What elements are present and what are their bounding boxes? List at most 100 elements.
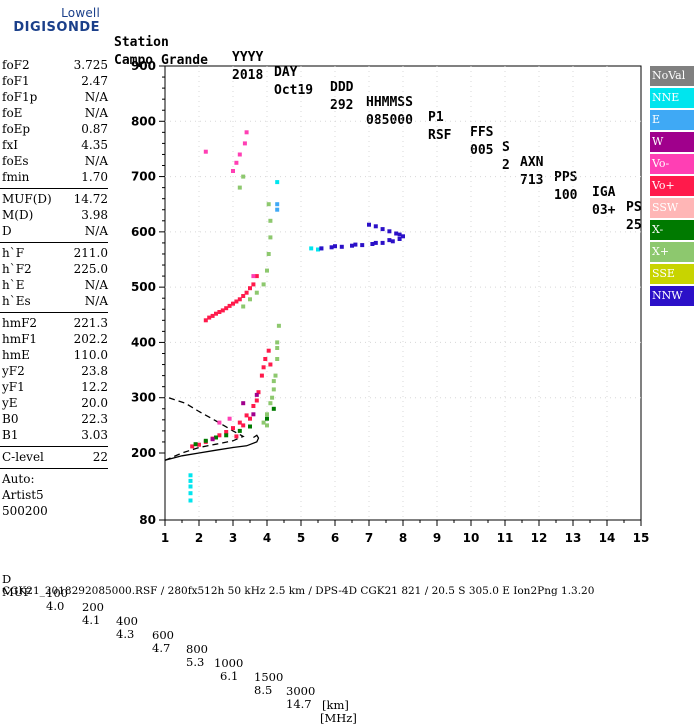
param-value: 2.47 (81, 74, 108, 88)
profile-line-solid (164, 434, 260, 461)
param-label: h`F2 (2, 262, 32, 276)
param-value: 3.98 (81, 208, 108, 222)
echo-point (248, 286, 252, 291)
param-value: 202.2 (73, 332, 108, 346)
muf-label: MUF (2, 585, 32, 599)
param-value: 3.725 (73, 58, 108, 72)
echo-point (234, 160, 239, 165)
x-tick-label: 11 (497, 531, 514, 545)
legend-item-vo: Vo- (650, 154, 694, 174)
param-label: h`Es (2, 294, 31, 308)
header-value: 292 (330, 98, 354, 113)
header-label: DDD (330, 80, 354, 95)
param-row: yE 20.0 (0, 396, 112, 412)
distance-value: 400 (116, 614, 138, 628)
header-label: FFS (470, 125, 494, 140)
echo-point (231, 301, 235, 306)
param-row: h`Es N/A (0, 294, 112, 310)
param-row: B0 22.3 (0, 412, 112, 428)
x-tick-label: 8 (399, 531, 407, 545)
header-values: Campo Grande 2018 Oct19 292 085000 RSF 0… (114, 38, 642, 233)
param-row: foF1p N/A (0, 90, 112, 106)
echo-point (248, 424, 252, 429)
param-row: foEs N/A (0, 154, 112, 170)
y-tick-label: 400 (131, 335, 156, 349)
echo-point (373, 224, 378, 229)
echo-point (254, 274, 259, 279)
echo-point (401, 234, 405, 239)
echo-point (241, 401, 246, 406)
echo-point (237, 420, 242, 425)
echo-point (271, 406, 276, 411)
echo-point (224, 306, 229, 311)
param-row: foEp 0.87 (0, 122, 112, 138)
echo-point (387, 238, 392, 243)
echo-point (271, 379, 276, 384)
param-row: yF2 23.8 (0, 364, 112, 380)
echo-point (367, 222, 371, 227)
echo-point (275, 346, 280, 350)
echo-point (266, 202, 271, 207)
param-value: N/A (84, 278, 108, 292)
auto-line: Artist5 (2, 488, 44, 502)
header-value: 100 (554, 188, 578, 203)
echo-point (210, 437, 215, 442)
echo-point (190, 444, 195, 449)
muf-value: 8.5 (254, 683, 273, 697)
header-label: AXN (520, 155, 544, 170)
param-group-clevel: C-level 22 (0, 450, 112, 466)
param-row: fxI 4.35 (0, 138, 112, 154)
header-label: DAY (274, 65, 298, 80)
echo-point (251, 412, 256, 417)
muf-value: 5.3 (186, 655, 205, 669)
echo-point (259, 373, 264, 378)
echo-point (254, 290, 259, 295)
legend-item-nne: NNE (650, 88, 694, 108)
param-label: foEp (2, 122, 31, 136)
echo-point (203, 318, 208, 323)
echo-point (210, 313, 215, 318)
echo-point (265, 412, 269, 417)
param-divider (0, 240, 112, 246)
x-tick-label: 4 (263, 531, 271, 545)
echo-point (193, 442, 198, 447)
param-label: hmF1 (2, 332, 38, 346)
x-tick-label: 15 (633, 531, 650, 545)
echo-point (237, 152, 242, 157)
echo-point (244, 413, 249, 418)
param-label: h`F (2, 246, 25, 260)
logo-line2: DIGISONDE (13, 20, 100, 35)
echo-point (251, 282, 256, 287)
param-value: 12.2 (81, 380, 108, 394)
param-value: 23.8 (81, 364, 108, 378)
echo-point (261, 282, 266, 287)
echo-point (380, 227, 385, 232)
param-row: h`F2 225.0 (0, 262, 112, 278)
echo-point (251, 274, 256, 279)
series-nnw (319, 222, 405, 251)
param-row: fmin 1.70 (0, 170, 112, 186)
legend-item-e: E (650, 110, 694, 130)
y-tick-label: 600 (131, 225, 156, 239)
echo-point (333, 244, 337, 249)
param-row: C-level 22 (0, 450, 112, 466)
echo-point (254, 392, 259, 397)
y-tick-label: 200 (131, 446, 156, 460)
echo-point (231, 426, 235, 431)
param-value: 110.0 (73, 348, 108, 362)
echo-points (188, 130, 405, 503)
echo-point (350, 243, 354, 248)
x-tick-label: 5 (297, 531, 305, 545)
y-tick-label: 80 (139, 513, 156, 527)
echo-point (266, 252, 271, 256)
param-row: M(D) 3.98 (0, 208, 112, 224)
echo-point (309, 246, 314, 251)
echo-point (268, 218, 273, 223)
echo-point (241, 304, 246, 309)
echo-point (237, 428, 242, 433)
echo-point (339, 244, 344, 249)
distance-value: 1000 (214, 656, 244, 670)
echo-point (188, 498, 193, 503)
